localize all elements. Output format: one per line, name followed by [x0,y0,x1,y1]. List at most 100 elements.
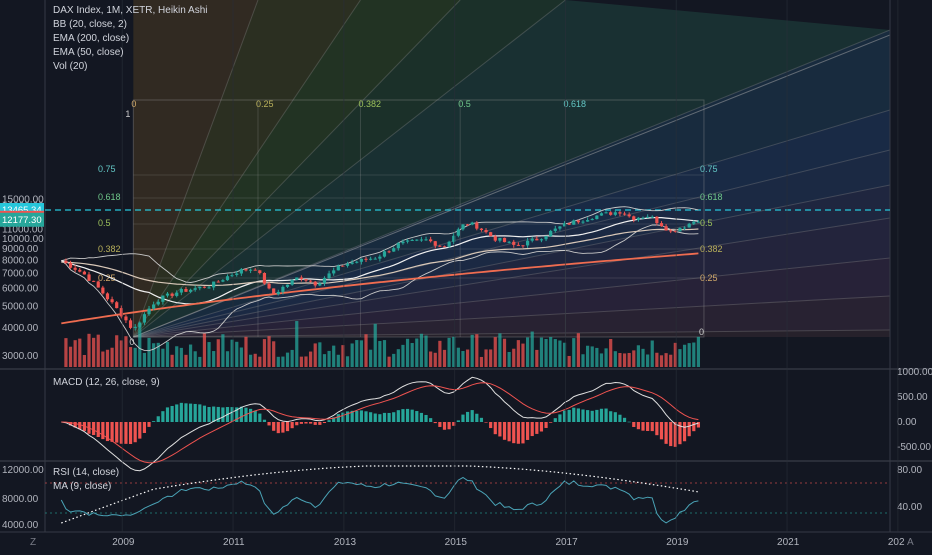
legend-rsi-ma[interactable]: MA (9, close) [53,481,112,492]
volume-bar [309,351,313,367]
candle-body [655,216,659,224]
fib-fan-line [132,0,361,338]
volume-bar [433,352,437,367]
candle-body [276,291,280,295]
volume-bar [507,351,511,367]
volume-bar [313,343,317,367]
volume-bar [475,334,479,367]
volume-bar [544,338,548,367]
candle-body [530,238,534,241]
candle-body [618,212,622,214]
ema200-line [61,252,699,325]
macd-histogram-bar [641,422,645,431]
macd-histogram-bar [105,422,110,442]
legend-ema50[interactable]: EMA (50, close) [53,47,124,58]
volume-bar [179,347,183,367]
candle-body [92,280,96,282]
macd-histogram-bar [613,412,617,422]
candle-body [373,258,377,260]
fib-label: 0.618 [700,192,723,202]
fib-label: 0.5 [700,218,713,228]
candle-body [438,245,442,247]
legend-macd[interactable]: MACD (12, 26, close, 9) [53,377,160,388]
candle-body [475,222,479,229]
legend-ema200[interactable]: EMA (200, close) [53,33,130,44]
macd-histogram-bar [567,409,571,422]
macd-histogram-bar [175,404,179,422]
legend-bb[interactable]: BB (20, close, 2) [53,19,127,30]
volume-bar [609,338,613,367]
volume-bar [567,355,571,367]
candle-body [433,241,437,246]
candle-body [101,287,105,294]
volume-bar [318,342,322,367]
candle-body [392,248,396,252]
macd-histogram-bar [539,422,544,432]
fib-fan-line [133,184,891,338]
macd-histogram-bar [502,422,507,440]
candle-body [452,235,456,242]
macd-histogram-bar [364,411,368,422]
macd-histogram-bar [479,417,484,422]
fib-label: 0.75 [98,164,116,174]
fib-fan-zone [133,110,890,338]
macd-histogram-bar [599,408,604,422]
volume-bar [664,353,668,367]
macd-histogram-bar [484,422,488,423]
volume-bar [96,334,100,367]
x-tick-label: 2019 [666,537,689,548]
macd-histogram-bar [696,422,701,428]
macd-histogram-bar [655,422,659,436]
volume-bar [415,338,419,367]
volume-bar [359,340,363,367]
candle-body [244,269,248,271]
volume-bar [175,346,179,367]
candle-body [64,260,68,263]
macd-histogram-bar [119,422,123,444]
volume-bar [447,337,451,367]
macd-histogram-bar [558,414,562,422]
candle-body [429,239,433,242]
legend-title[interactable]: DAX Index, 1M, XETR, Heikin Ashi [53,5,208,16]
volume-bar [188,344,193,367]
legend-vol[interactable]: Vol (20) [53,61,88,72]
candle-body [646,216,650,218]
candle-body [87,274,91,281]
volume-bar [387,356,391,367]
candle-body [378,256,382,259]
fib-box [132,99,705,338]
candle-body [253,269,257,271]
macd-histogram-bar [128,422,133,444]
candle-body [484,230,488,233]
candle-body [673,230,677,232]
macd-histogram-bar [216,406,220,422]
volume-bar [576,333,580,367]
macd-histogram-bar [184,403,188,422]
macd-histogram-bar [359,410,363,422]
candle-body [124,316,128,321]
macd-histogram-bar [322,422,327,424]
volume-bar [535,349,539,367]
candle-body [572,220,576,225]
candle-body [410,239,414,241]
volume-bar [285,352,290,367]
volume-bar [429,351,433,367]
candle-body [304,279,308,281]
volume-bar [498,333,502,367]
macd-histogram-bar [152,421,156,422]
candle-body [68,262,73,268]
macd-histogram-bar [170,405,174,422]
macd-histogram-bar [382,412,387,422]
macd-histogram-bar [350,410,354,422]
macd-histogram-bar [285,422,290,432]
macd-histogram-bar [438,422,442,427]
candle-body [165,293,170,296]
volume-bar [350,343,354,367]
volume-bar [221,334,225,367]
volume-bar [405,338,410,367]
legend-rsi[interactable]: RSI (14, close) [53,467,120,478]
volume-bar [138,326,142,367]
candle-body [544,236,548,240]
fib-label: 0.75 [700,164,718,174]
